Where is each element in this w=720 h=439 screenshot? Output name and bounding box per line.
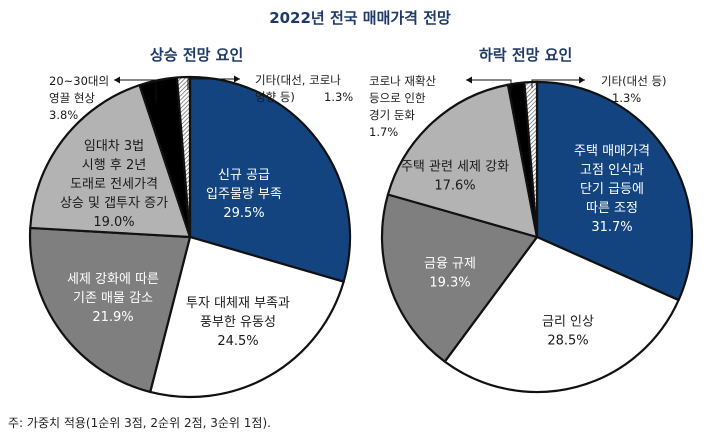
slice-value-label: 29.5%	[223, 206, 264, 221]
slice-value-label: 24.5%	[217, 334, 258, 349]
leader-arrowhead	[466, 76, 472, 84]
slice-value-label: 31.7%	[591, 220, 632, 235]
pie-slice	[523, 80, 539, 239]
slice-value-label: 1.7%	[369, 125, 398, 139]
slice-label: 금융 규제	[424, 257, 476, 272]
slice-label: 기타(대선 등)	[601, 74, 667, 88]
slice-label: 등으로 인한	[369, 91, 426, 105]
slice-value-label: 21.9%	[92, 310, 133, 325]
pie-slice	[535, 80, 694, 302]
leader-line	[466, 79, 512, 92]
pie-slice	[380, 193, 539, 363]
slice-value-label: 19.3%	[429, 276, 470, 291]
page-title: 2022년 전국 매매가격 전망	[269, 9, 451, 27]
slice-label: 기타(대선, 코로나	[255, 73, 341, 87]
slice-label: 20~30대의	[49, 74, 109, 88]
pie-slice	[175, 75, 192, 239]
pie-slice	[28, 226, 192, 394]
pie-slice	[443, 235, 680, 394]
slice-value-label: 19.0%	[93, 215, 134, 230]
slice-label: 시행 후 2년	[82, 157, 146, 173]
slice-label: 영끌 현상	[49, 91, 95, 105]
slice-label: 입주물량 부족	[206, 187, 282, 202]
slice-label: 신규 공급	[218, 168, 270, 183]
slice-label: 금리 인상	[542, 315, 594, 330]
slice-label: 고점 인식과	[580, 163, 644, 178]
chart-title-fall: 하락 전망 요인	[479, 46, 573, 64]
slice-label: 기존 매물 감소	[73, 291, 153, 306]
leader-line	[187, 78, 240, 90]
footnote: 주: 가중치 적용(1순위 3점, 2순위 2점, 3순위 1점).	[8, 416, 271, 430]
slice-label: 코로나 재확산	[369, 74, 437, 88]
slice-value-label: 1.3%	[612, 91, 641, 105]
leader-arrowhead	[114, 76, 120, 84]
leader-line	[114, 79, 157, 103]
slice-value-label: 3.8%	[49, 108, 78, 122]
slice-value-label: 28.5%	[547, 334, 588, 349]
slice-label: 임대차 3법	[84, 139, 144, 154]
slice-label: 단기 급등에	[580, 182, 644, 197]
slice-label: 영향 등)	[255, 90, 295, 104]
leader-arrowhead	[579, 76, 585, 84]
slice-label: 세제 강화에 따른	[67, 272, 159, 287]
slice-label: 주택 매매가격	[574, 144, 650, 159]
chart-title-rise: 상승 전망 요인	[150, 46, 244, 64]
pie-slice	[188, 75, 352, 283]
slice-value-label: 17.6%	[434, 179, 475, 194]
slice-label: 상승 및 갭투자 증가	[60, 196, 168, 211]
slice-label: 도래로 전세가격	[70, 177, 158, 192]
pie-slice	[29, 84, 192, 239]
pie-slice	[149, 235, 345, 399]
slice-label: 경기 둔화	[369, 108, 415, 122]
slice-label: 주택 관련 세제 강화	[401, 160, 509, 175]
slice-label: 따른 조정	[586, 201, 638, 216]
leader-line	[531, 79, 585, 88]
pie-slice	[386, 83, 539, 239]
leader-arrowhead	[234, 75, 240, 83]
slice-label: 투자 대체재 부족과	[186, 296, 290, 311]
slice-label: 풍부한 유동성	[200, 315, 276, 330]
slice-value-label: 1.3%	[324, 90, 353, 104]
